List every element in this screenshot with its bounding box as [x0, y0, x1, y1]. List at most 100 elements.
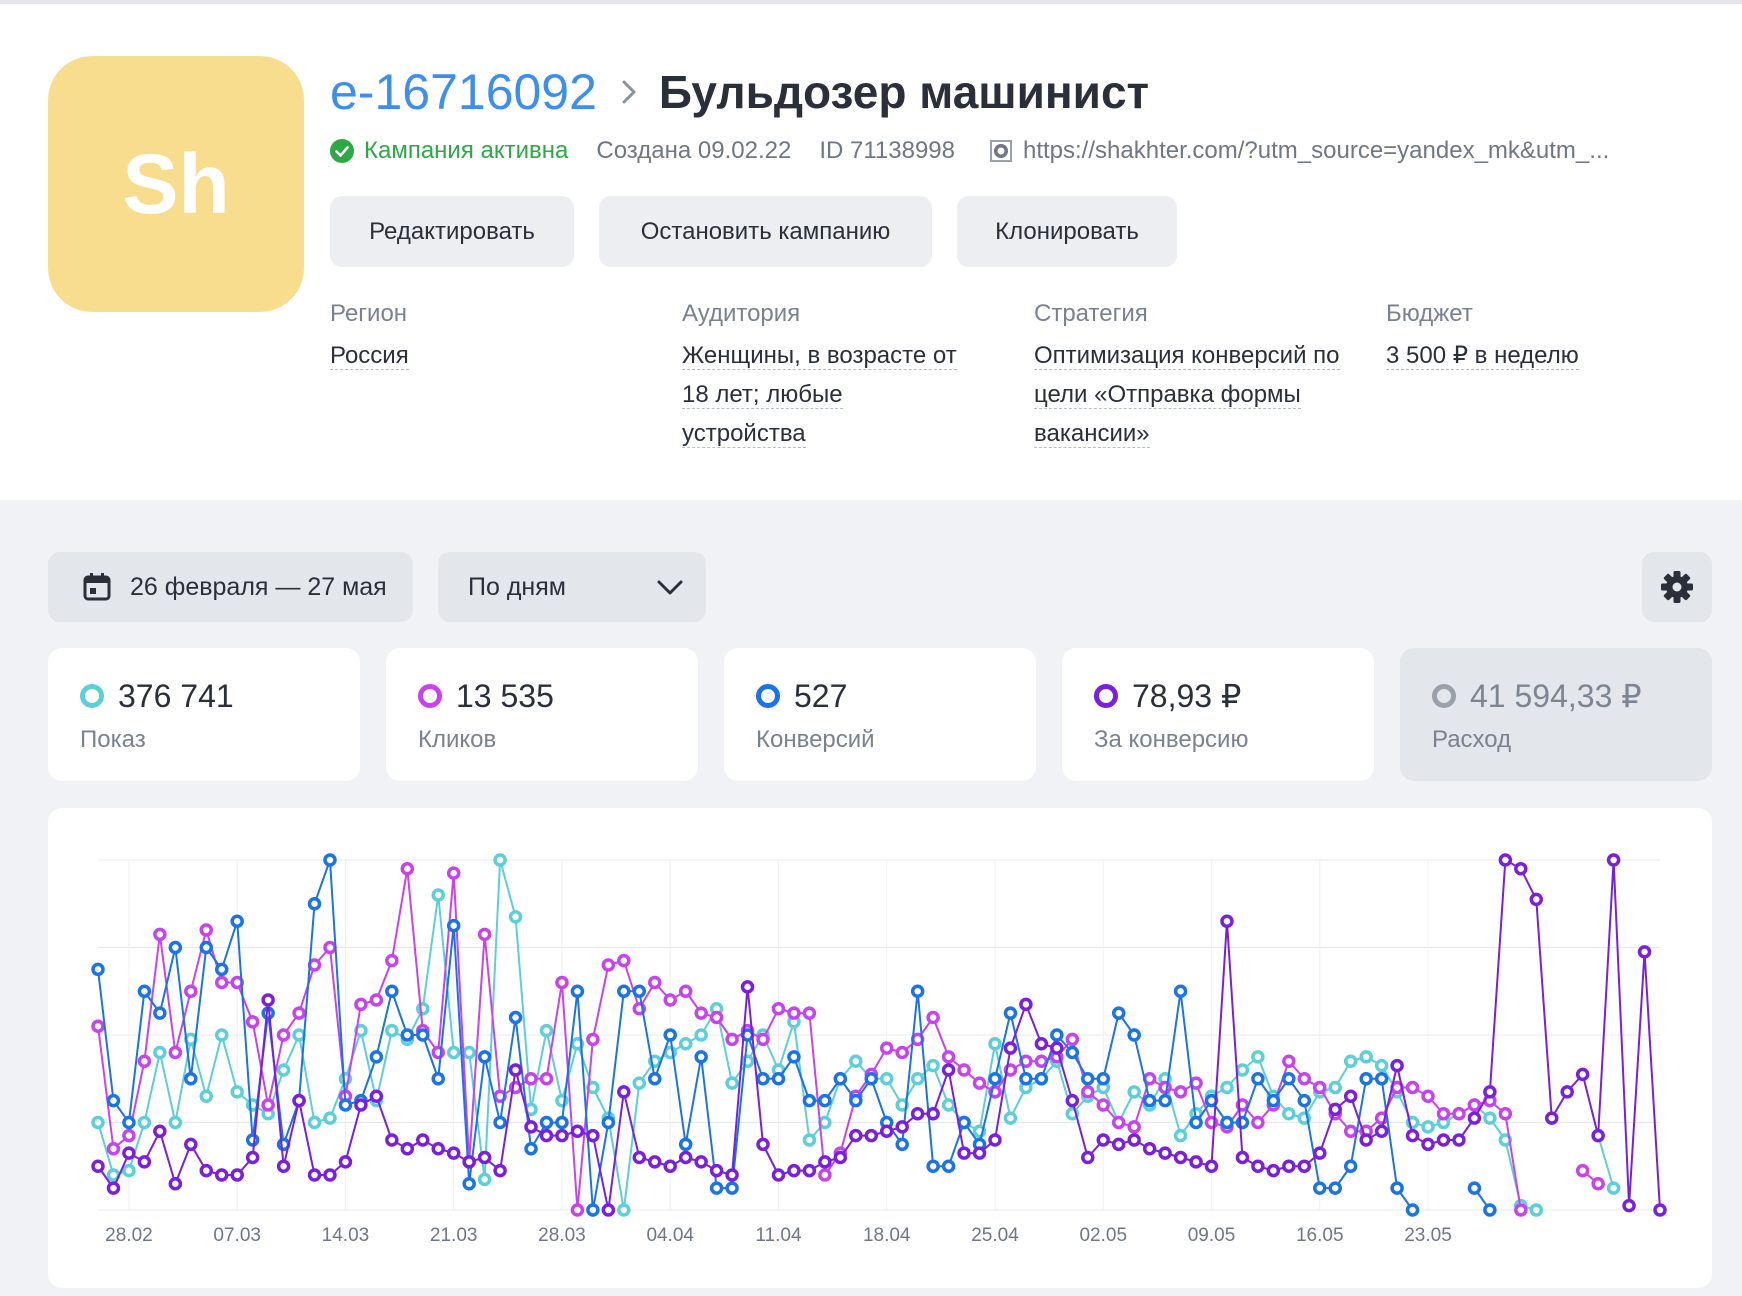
data-point	[1003, 1041, 1018, 1055]
data-point	[416, 1002, 430, 1016]
data-point	[1096, 1098, 1110, 1112]
data-point	[1405, 1128, 1420, 1143]
data-point	[184, 1072, 198, 1086]
data-point	[879, 1041, 894, 1055]
data-point	[895, 1120, 909, 1134]
data-point	[1483, 1203, 1497, 1217]
x-tick-label: 21.03	[430, 1225, 478, 1246]
data-point	[1514, 1203, 1528, 1217]
data-point	[214, 975, 229, 990]
data-point	[261, 993, 275, 1007]
data-point	[168, 940, 183, 955]
data-point	[1328, 1181, 1342, 1195]
data-point	[1606, 1181, 1621, 1195]
grouping-select[interactable]: По дням	[438, 552, 706, 622]
edit-button[interactable]: Редактировать	[330, 196, 574, 267]
stat-card-impressions[interactable]: 376 741 Показ	[48, 648, 360, 781]
data-point	[184, 1137, 198, 1152]
gear-icon	[1661, 571, 1693, 603]
data-point	[122, 1146, 136, 1160]
data-point	[1359, 1072, 1373, 1086]
data-point	[555, 1115, 569, 1130]
data-point	[446, 1146, 461, 1160]
chevron-down-icon	[657, 580, 683, 595]
data-point	[307, 1115, 322, 1130]
data-point	[926, 1058, 940, 1073]
x-tick-label: 07.03	[213, 1225, 261, 1246]
stat-label: Расход	[1432, 726, 1512, 753]
chart-controls: 26 февраля — 27 мая По дням	[48, 552, 1712, 622]
data-point	[694, 1155, 708, 1169]
data-point	[1529, 1203, 1544, 1217]
stat-card-clicks[interactable]: 13 535 Кликов	[386, 648, 698, 781]
date-range-picker[interactable]: 26 февраля — 27 мая	[48, 552, 413, 622]
data-point	[648, 1072, 662, 1086]
status-badge: Кампания активна	[330, 137, 568, 165]
stop-campaign-button[interactable]: Остановить кампанию	[599, 196, 932, 267]
data-point	[292, 1028, 306, 1042]
clone-button[interactable]: Клонировать	[957, 196, 1177, 267]
data-point	[508, 1010, 523, 1025]
stat-card-spend[interactable]: 41 594,33 ₽ Расход	[1400, 648, 1712, 781]
x-tick-label: 28.03	[538, 1225, 586, 1246]
data-point	[864, 1128, 879, 1143]
x-tick-label: 16.05	[1296, 1225, 1344, 1246]
data-point	[926, 1010, 940, 1025]
campaign-avatar: Sh	[48, 56, 304, 312]
param-value-budget[interactable]: 3 500 ₽ в неделю	[1386, 342, 1579, 370]
data-point	[895, 1045, 909, 1060]
x-tick-label: 18.04	[863, 1225, 911, 1246]
data-point	[1111, 1137, 1126, 1152]
data-point	[694, 1006, 708, 1020]
data-point	[941, 1098, 956, 1112]
data-point	[709, 1163, 724, 1178]
data-point	[354, 1098, 368, 1112]
data-point	[446, 918, 461, 933]
data-point	[1421, 1089, 1435, 1103]
data-point	[91, 1159, 105, 1173]
data-point	[276, 1028, 291, 1042]
data-point	[1498, 1107, 1513, 1121]
data-point	[199, 1163, 214, 1178]
data-point	[1127, 1028, 1141, 1042]
data-point	[1421, 1120, 1435, 1134]
param-value-region[interactable]: Россия	[330, 342, 409, 370]
data-point	[122, 1163, 136, 1178]
stat-card-conversions[interactable]: 527 Конверсий	[724, 648, 1036, 781]
data-point	[184, 984, 198, 998]
stat-card-cost-per-conversion[interactable]: 78,93 ₽ За конверсию	[1062, 648, 1374, 781]
data-point	[1282, 1107, 1296, 1121]
data-point	[524, 1072, 538, 1086]
param-value-strategy[interactable]: Оптимизация конверсий по цели «Отправка …	[1034, 342, 1340, 448]
data-point	[168, 1045, 183, 1060]
data-point	[354, 997, 368, 1012]
campaign-url-link[interactable]: https://shakhter.com/?utm_source=yandex_…	[989, 137, 1609, 165]
data-point	[1591, 1128, 1605, 1143]
data-point	[307, 958, 322, 972]
stat-value: 13 535	[456, 677, 554, 714]
data-point	[771, 1168, 786, 1182]
data-point	[1483, 1085, 1497, 1099]
data-point	[1653, 1203, 1667, 1217]
data-point	[245, 1015, 260, 1029]
data-point	[199, 940, 214, 955]
data-point	[1313, 1080, 1327, 1095]
stat-label: За конверсию	[1094, 726, 1249, 753]
campaign-code-link[interactable]: e-16716092	[330, 64, 597, 120]
data-point	[137, 1054, 152, 1068]
data-point	[570, 1203, 585, 1217]
data-point	[1452, 1107, 1466, 1121]
data-point	[1390, 1058, 1404, 1073]
data-point	[385, 1023, 399, 1038]
data-point	[292, 1093, 306, 1108]
stats-cards: 376 741 Показ 13 535 Кликов 527 Конверси…	[48, 648, 1712, 781]
param-value-audience[interactable]: Женщины, в возрасте от 18 лет; любые уст…	[682, 342, 957, 448]
data-point	[617, 1085, 631, 1099]
data-point	[477, 1172, 492, 1187]
data-point	[1158, 1093, 1172, 1108]
data-point	[694, 1050, 708, 1064]
data-point	[168, 1115, 183, 1130]
chart-settings-button[interactable]	[1642, 552, 1712, 622]
data-point	[1483, 1111, 1497, 1125]
data-point	[632, 1150, 647, 1165]
